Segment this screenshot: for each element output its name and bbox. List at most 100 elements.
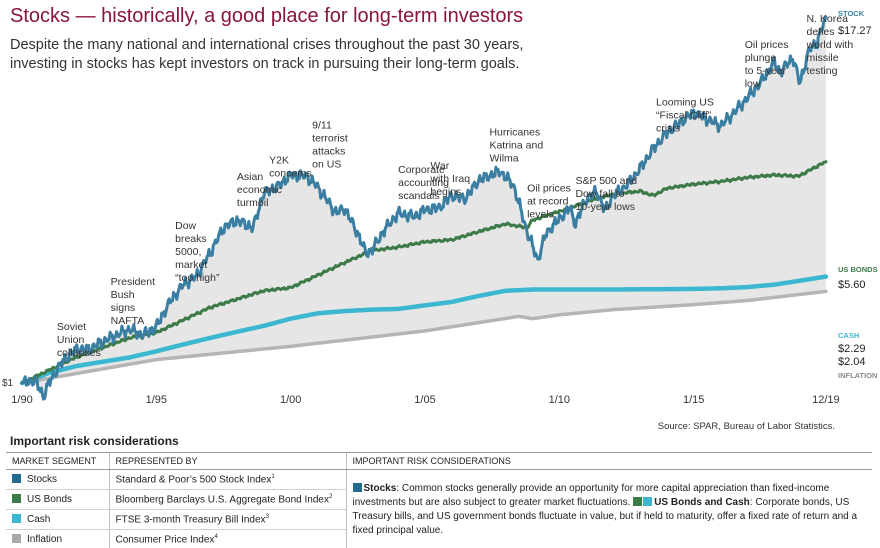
index-stocks: Standard & Poor’s 500 Stock Index1 bbox=[108, 469, 346, 490]
annotation-line: levels bbox=[527, 209, 554, 221]
annotation-line: testing bbox=[807, 65, 838, 77]
col-header-considerations: IMPORTANT RISK CONSIDERATIONS bbox=[345, 452, 872, 470]
risk-table-header: MARKET SEGMENT REPRESENTED BY IMPORTANT … bbox=[6, 452, 872, 470]
annotation-line: Oil prices bbox=[527, 183, 571, 195]
annotation-line: N. Korea bbox=[807, 13, 849, 25]
annotation-line: “too high” bbox=[175, 272, 220, 284]
annotation-line: scandals bbox=[398, 190, 439, 202]
index-cash: FTSE 3-month Treasury Bill Index3 bbox=[108, 509, 346, 530]
series-line-stock bbox=[20, 15, 828, 401]
segment-label: Stocks bbox=[27, 474, 58, 485]
annotation: Looming US“Fiscal Cliff”crisis bbox=[656, 96, 714, 134]
annotation-line: accounting bbox=[398, 177, 449, 189]
annotation-line: War bbox=[430, 160, 449, 172]
index-label: Standard & Poor’s 500 Stock Index bbox=[115, 474, 272, 486]
col-header-segment: MARKET SEGMENT bbox=[6, 452, 109, 470]
series-line-cash bbox=[19, 274, 829, 386]
series-end-value: $17.27 bbox=[838, 25, 872, 37]
annotation-line: terrorist bbox=[312, 133, 348, 145]
annotation-line: NAFTA bbox=[111, 315, 145, 327]
table-row: Stocks Standard & Poor’s 500 Stock Index… bbox=[6, 469, 872, 548]
x-tick-label: 1/10 bbox=[549, 394, 570, 406]
series-name-label: STOCK bbox=[838, 9, 865, 18]
segment-inflation: Inflation bbox=[6, 529, 109, 548]
annotation-line: President bbox=[111, 276, 155, 288]
stocks-swatch bbox=[12, 474, 21, 483]
annotation-line: Dow bbox=[175, 220, 196, 232]
annotation-line: at record bbox=[527, 196, 569, 208]
risk-description: Stocks: Common stocks generally provide … bbox=[345, 469, 872, 548]
annotation-line: collapses bbox=[57, 347, 101, 359]
series-end-value: $5.60 bbox=[838, 279, 866, 291]
series-name-label: US BONDS bbox=[838, 265, 878, 274]
risk-section-title: Important risk considerations bbox=[10, 434, 179, 448]
source-note: Source: SPAR, Bureau of Labor Statistics… bbox=[658, 421, 835, 432]
x-tick-label: 1/95 bbox=[146, 394, 167, 406]
stocks-risk-text: : Common stocks generally provide an opp… bbox=[352, 482, 830, 508]
annotation-line: world with bbox=[806, 39, 854, 51]
annotation-line: 5000, bbox=[175, 246, 201, 258]
segment-label: Cash bbox=[27, 514, 51, 525]
x-axis: 1/90 1/95 1/00 1/05 1/10 1/15 12/19 Source: SPA… bbox=[11, 394, 839, 432]
annotation-line: defies bbox=[807, 26, 835, 38]
cash-swatch bbox=[643, 496, 653, 506]
start-value-label: $1 bbox=[2, 378, 14, 389]
annotation-line: Wilma bbox=[489, 153, 518, 165]
series-end-value: $2.29 bbox=[838, 343, 866, 355]
series-end-value: $2.04 bbox=[838, 356, 866, 368]
annotation-line: low bbox=[745, 78, 761, 90]
annotation-line: market bbox=[175, 259, 207, 271]
series-name-label: INFLATION bbox=[838, 371, 877, 380]
annotation-line: Bush bbox=[111, 289, 135, 301]
annotation-line: economic bbox=[237, 184, 282, 196]
labels-layer: STOCK $17.27 US BONDS $5.60 CASH $2.29 INFLATI… bbox=[2, 9, 878, 389]
table-row: Cash FTSE 3-month Treasury Bill Index3 bbox=[6, 509, 872, 530]
annotation-line: Oil prices bbox=[745, 39, 789, 51]
series-line-inflation bbox=[20, 289, 828, 385]
risk-table: MARKET SEGMENT REPRESENTED BY IMPORTANT … bbox=[6, 452, 872, 548]
index-label: FTSE 3-month Treasury Bill Index bbox=[115, 514, 266, 526]
bonds-swatch bbox=[12, 494, 21, 503]
annotation-line: signs bbox=[111, 302, 136, 314]
annotation-line: missile bbox=[807, 52, 839, 64]
index-label: Consumer Price Index bbox=[115, 534, 215, 546]
x-tick-label: 1/00 bbox=[280, 394, 301, 406]
inflation-swatch bbox=[12, 534, 21, 543]
annotation-line: begins bbox=[430, 186, 461, 198]
segment-label: US Bonds bbox=[27, 494, 73, 505]
annotation-line: turmoil bbox=[237, 197, 269, 209]
bonds-swatch bbox=[633, 496, 643, 506]
annotation-line: Hurricanes bbox=[489, 127, 540, 139]
series-line-us-bonds bbox=[20, 160, 828, 385]
stocks-risk-label: Stocks bbox=[363, 482, 397, 494]
annotation-line: with Iraq bbox=[429, 173, 470, 185]
stocks-swatch bbox=[352, 482, 362, 492]
annotation-line: attacks bbox=[312, 146, 345, 158]
footnote-ref: 3 bbox=[265, 513, 269, 520]
annotation-line: Dow fall to bbox=[575, 188, 624, 200]
footnote-ref: 1 bbox=[271, 473, 275, 480]
annotation-line: crisis bbox=[656, 122, 680, 134]
col-header-represented: REPRESENTED BY bbox=[108, 452, 346, 470]
annotation-line: concerns bbox=[269, 167, 312, 179]
x-tick-label: 1/15 bbox=[683, 394, 704, 406]
x-tick-label: 1/05 bbox=[414, 394, 435, 406]
annotation-line: to 5-year bbox=[745, 65, 787, 77]
annotation-line: on US bbox=[312, 159, 341, 171]
page-title: Stocks — historically, a good place for … bbox=[10, 5, 524, 27]
segment-cash: Cash bbox=[6, 509, 109, 530]
index-bonds: Bloomberg Barclays U.S. Aggregate Bond I… bbox=[108, 489, 346, 510]
page-subtitle: Despite the many national and internatio… bbox=[10, 37, 524, 72]
annotation-line: S&P 500 and bbox=[575, 175, 637, 187]
